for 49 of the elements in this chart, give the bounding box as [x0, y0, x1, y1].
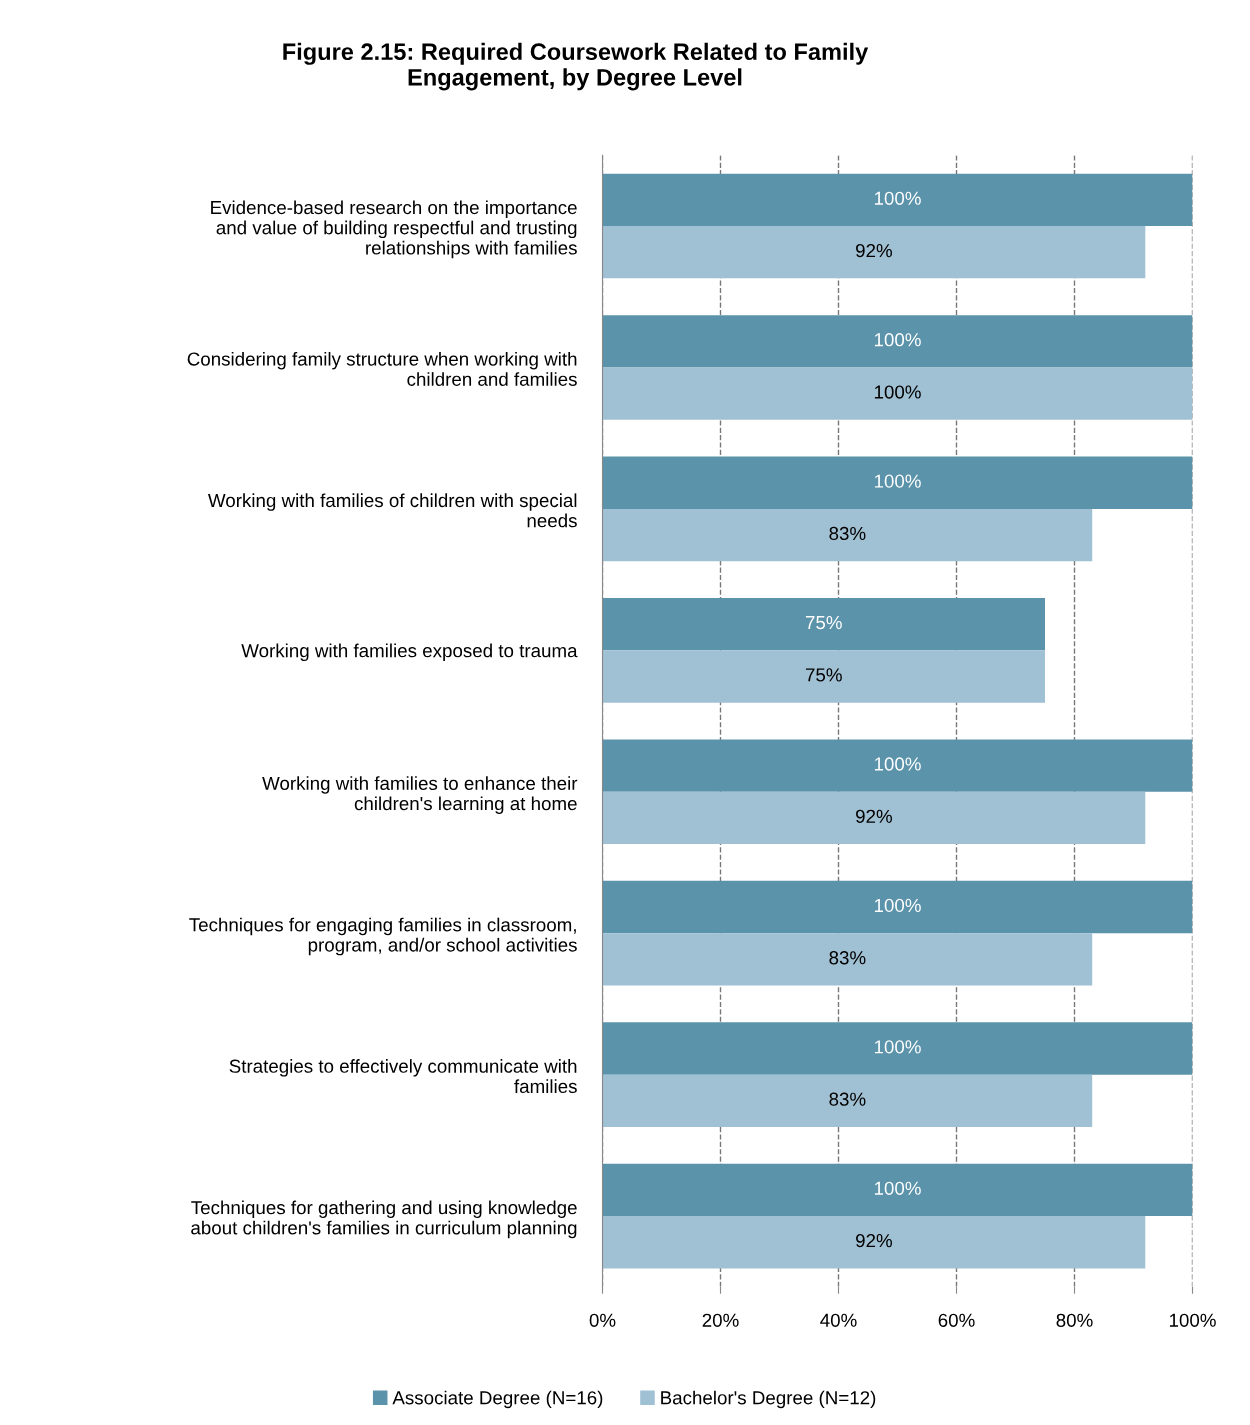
bar — [602, 880, 1193, 934]
data-label: 92% — [856, 809, 892, 823]
x-tick-label: 0% — [589, 1313, 616, 1327]
y-tick-label: Techniques for engaging families in classroom, program, and/or school activities — [189, 917, 577, 956]
data-label: 100% — [874, 1040, 921, 1054]
data-label: 75% — [805, 616, 842, 630]
bar — [602, 508, 1093, 562]
x-tick-label: 80% — [1056, 1313, 1093, 1327]
y-tick-label: Strategies to effectively communicate with families — [229, 1059, 577, 1094]
x-tick-label: 60% — [938, 1313, 975, 1327]
bar — [602, 1022, 1193, 1075]
bar — [602, 1074, 1093, 1127]
data-label: 100% — [874, 757, 921, 771]
bar — [602, 173, 1193, 227]
y-tick-label: Techniques for gathering and using knowledge about children's families in curriculum planning — [191, 1200, 577, 1239]
y-tick-label: Working with families exposed to trauma — [241, 643, 578, 662]
x-tick-label: 40% — [820, 1313, 857, 1327]
y-tick-label: Considering family structure when working with children and families — [187, 351, 577, 386]
data-label: 100% — [874, 385, 921, 399]
y-tick-label: Evidence-based research on the importance and value of building respectful and trusting relationships with families — [211, 200, 577, 259]
data-label: 100% — [874, 474, 921, 488]
bar — [602, 1216, 1146, 1269]
data-label: 92% — [856, 1233, 892, 1248]
chart-title: Figure 2.15: Required Coursework Related to Family Engagement, by Degree Level — [283, 42, 869, 91]
data-label: 100% — [874, 1181, 921, 1195]
x-tick-label: 20% — [702, 1313, 739, 1327]
bar — [602, 456, 1193, 509]
bar — [602, 226, 1146, 279]
data-label: 83% — [829, 1092, 866, 1106]
legend-label: Bachelor's Degree (N=12) — [661, 1390, 876, 1409]
y-tick-label: Working with families of children with special needs — [208, 493, 577, 528]
bar — [602, 933, 1093, 986]
bar — [602, 1163, 1193, 1217]
data-label: 100% — [874, 333, 921, 347]
data-label: 83% — [829, 526, 866, 541]
data-label: 100% — [874, 898, 921, 913]
bar — [602, 650, 1045, 703]
data-label: 75% — [805, 668, 842, 682]
data-label: 83% — [829, 951, 866, 965]
data-label: 92% — [856, 243, 892, 258]
bar — [602, 791, 1146, 845]
y-tick-label: Working with families to enhance their children's learning at home — [262, 776, 578, 814]
bar — [602, 739, 1193, 792]
x-tick-label: 100% — [1169, 1313, 1216, 1327]
bar — [602, 315, 1193, 368]
legend-label: Associate Degree (N=16) — [392, 1390, 603, 1409]
bar — [602, 367, 1193, 420]
data-label: 100% — [874, 191, 921, 205]
bar — [602, 598, 1045, 651]
